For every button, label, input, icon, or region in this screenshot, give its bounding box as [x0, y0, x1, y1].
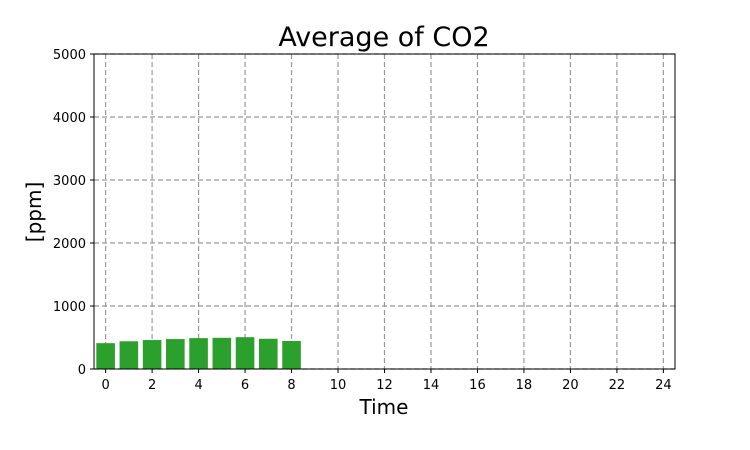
x-tick-label-14: 14 — [423, 378, 440, 393]
bar-1 — [119, 341, 139, 369]
y-tick-label-1000: 1000 — [53, 300, 86, 315]
y-axis-ticks: 0 1000 2000 3000 4000 5000 — [53, 48, 94, 378]
x-tick-label-12: 12 — [376, 378, 393, 393]
x-tick-label-10: 10 — [330, 378, 347, 393]
bar-4 — [189, 338, 208, 369]
x-tick-label-8: 8 — [287, 378, 295, 393]
y-tick-label-3000: 3000 — [53, 174, 86, 189]
x-tick-label-0: 0 — [101, 378, 109, 393]
x-tick-label-18: 18 — [516, 378, 533, 393]
x-tick-label-22: 22 — [609, 378, 626, 393]
x-tick-label-2: 2 — [148, 378, 156, 393]
x-tick-label-6: 6 — [241, 378, 249, 393]
bar-5 — [212, 337, 232, 369]
x-axis-ticks: 0 2 4 6 8 10 12 14 16 18 20 22 24 — [101, 369, 672, 393]
bar-2 — [142, 340, 162, 369]
x-tick-label-24: 24 — [655, 378, 672, 393]
bar-3 — [166, 339, 185, 369]
grid-lines — [94, 53, 675, 370]
bar-0 — [96, 343, 115, 369]
y-tick-label-4000: 4000 — [53, 111, 86, 126]
bar-8 — [282, 340, 301, 369]
x-tick-label-16: 16 — [469, 378, 486, 393]
bars-group — [96, 337, 301, 369]
x-tick-label-20: 20 — [562, 378, 579, 393]
y-tick-label-2000: 2000 — [53, 237, 86, 252]
chart-title: Average of CO2 — [278, 22, 489, 53]
y-tick-label-5000: 5000 — [53, 48, 86, 63]
y-tick-label-0: 0 — [78, 363, 86, 378]
x-tick-label-4: 4 — [194, 378, 202, 393]
bar-7 — [259, 338, 278, 369]
x-axis-label: Time — [359, 395, 409, 419]
bar-6 — [235, 337, 255, 369]
y-axis-label: [ppm] — [22, 182, 46, 242]
